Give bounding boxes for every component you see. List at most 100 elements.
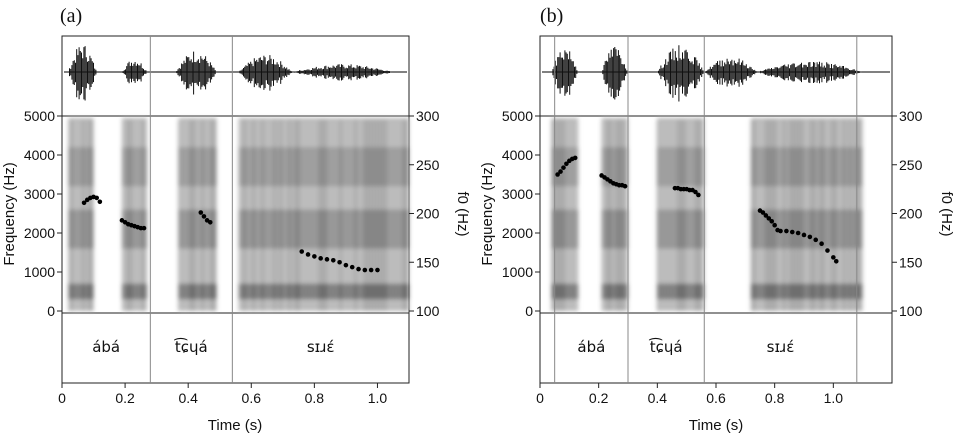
x-tick-label: 0 [58,390,66,406]
panel-b-f0-ticks: 100 150 200 250 300 [892,108,923,319]
y-tick-label: 5000 [502,108,533,124]
panel-a-x-ticks: 0 0.2 0.4 0.6 0.8 1.0 [58,383,387,406]
f0-point [138,225,144,231]
waveform-segment [705,58,757,87]
f0-tick-label: 250 [416,157,440,173]
y-tick-label: 5000 [24,108,55,124]
f0-point [81,200,87,206]
panel-b-segment-boundaries [554,36,858,383]
f0-point [760,210,766,215]
f0-point [807,234,813,240]
f0-point [801,232,807,238]
x-tick-label: 0 [536,390,544,406]
f0-point [819,241,824,247]
waveform-segment [239,55,292,91]
spectrogram-texture [67,118,409,311]
x-tick-label: 0.2 [589,390,609,406]
y-tick-label: 2000 [24,225,55,241]
waveform-segment [757,61,862,84]
f0-point [622,183,628,189]
panel-a-segment-labels: ábá t͡ɕɥá sɪɹɛ́ [92,336,334,356]
segment-label: t͡ɕɥá [649,336,683,356]
segment-label: ábá [577,338,605,356]
waveform-segment [122,61,147,84]
f0-point [561,165,566,170]
y-tick-label: 3000 [24,186,55,202]
panel-a-y-ticks: 0 1000 2000 3000 4000 5000 [24,108,62,319]
f0-tick-label: 200 [899,206,923,222]
panel-b-f0-track [555,155,839,264]
f0-tick-label: 100 [899,303,923,319]
y-tick-label: 3000 [502,186,533,202]
y-tick-label: 4000 [24,147,55,163]
x-tick-label: 0.4 [648,390,668,406]
waveform-segment [658,45,705,102]
panel-b-waveform [542,45,890,102]
waveform-segment [602,47,628,100]
f0-tick-label: 300 [416,108,440,124]
y-tick-label: 1000 [502,264,533,280]
y-tick-label: 2000 [502,225,533,241]
f0-point [558,169,563,174]
f0-tick-label: 250 [899,157,923,173]
f0-point [201,214,207,219]
y-tick-label: 1000 [24,264,55,280]
x-tick-label: 1.0 [368,390,388,406]
f0-point [318,256,323,261]
panel-a-label: (a) [60,5,82,27]
f0-point [825,248,830,253]
panel-a: (a) ábá t͡ɕɥá sɪɹɛ́ 0 0.2 0.4 0.6 0.8 1.0 01000… [1,5,471,434]
f0-point [141,225,147,231]
f0-point [349,264,355,270]
x-tick-label: 0.6 [706,390,726,406]
f0-point [813,237,819,243]
f0-point [696,192,701,198]
f0-point [356,266,361,272]
formant-band [551,209,579,249]
f0-point [572,155,578,161]
x-tick-label: 0.6 [242,390,262,406]
x-tick-label: 1.0 [824,390,844,406]
f0-point [94,195,99,201]
y-tick-label: 4000 [502,147,533,163]
f0-point [330,258,336,263]
x-tick-label: 0.2 [115,390,135,406]
f0-point [312,254,317,259]
panel-b-f0-axis-title: f0 (Hz) [938,192,955,237]
f0-point [299,249,305,254]
f0-tick-label: 300 [899,108,923,124]
waveform-segment [293,64,393,81]
x-tick-label: 0.8 [305,390,325,406]
f0-point [766,216,772,221]
segment-label: sɪɹɛ́ [307,338,335,356]
formant-band [238,147,409,187]
formant-band [751,283,863,300]
f0-point [831,255,836,260]
f0-point [362,267,368,273]
panel-a-f0-ticks: 100 150 200 250 300 [409,108,440,319]
f0-tick-label: 200 [416,206,440,222]
formant-band [657,283,705,300]
f0-tick-label: 100 [416,303,440,319]
f0-tick-label: 150 [416,254,440,270]
panel-b-segment-labels: ábá t͡ɕɥá sɪɹɛ́ [577,336,794,356]
f0-point [693,189,698,195]
panel-a-waveform [64,46,407,101]
panel-a-spectrogram [67,118,409,311]
f0-point [795,230,801,236]
x-tick-label: 0.8 [765,390,785,406]
y-tick-label: 0 [47,303,55,319]
segment-label: ábá [92,338,120,356]
panel-a-segment-boundaries [149,36,233,383]
panel-b-y-ticks: 0 1000 2000 3000 4000 5000 [502,108,540,319]
panel-a-x-axis-title: Time (s) [208,417,262,434]
f0-point [784,228,789,234]
formant-band [601,209,628,249]
panel-a-y-axis-title: Frequency (Hz) [1,162,18,265]
formant-band [238,209,409,249]
spectrogram-texture [551,118,863,311]
f0-point [564,161,569,167]
panel-b-x-axis-title: Time (s) [689,417,743,434]
f0-point [769,219,775,224]
f0-point [337,259,342,265]
